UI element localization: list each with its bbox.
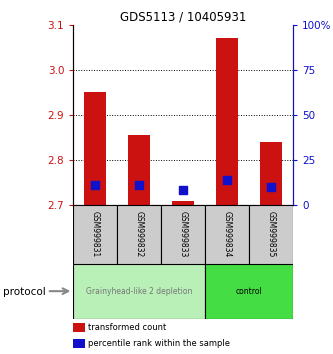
Bar	[172, 201, 194, 205]
Point	[93, 182, 98, 188]
Text: transformed count: transformed count	[88, 322, 166, 332]
Bar	[128, 135, 150, 205]
Text: control: control	[236, 287, 262, 296]
Text: Grainyhead-like 2 depletion: Grainyhead-like 2 depletion	[86, 287, 192, 296]
Bar	[205, 205, 249, 264]
Text: GSM999832: GSM999832	[135, 211, 144, 258]
Bar	[260, 142, 282, 205]
Bar	[73, 205, 117, 264]
Text: percentile rank within the sample: percentile rank within the sample	[88, 338, 230, 348]
Text: GSM999834: GSM999834	[222, 211, 232, 258]
Point	[224, 178, 230, 183]
Point	[268, 184, 274, 190]
Bar	[205, 264, 293, 319]
Bar	[84, 92, 106, 205]
Point	[180, 187, 186, 192]
Point	[137, 182, 142, 188]
Bar	[73, 264, 205, 319]
Text: GSM999831: GSM999831	[91, 211, 100, 258]
Text: protocol: protocol	[3, 287, 46, 297]
Title: GDS5113 / 10405931: GDS5113 / 10405931	[120, 11, 246, 24]
Bar	[216, 38, 238, 205]
Text: GSM999833: GSM999833	[178, 211, 188, 258]
Bar	[161, 205, 205, 264]
Text: GSM999835: GSM999835	[266, 211, 276, 258]
Bar	[117, 205, 161, 264]
Bar	[249, 205, 293, 264]
